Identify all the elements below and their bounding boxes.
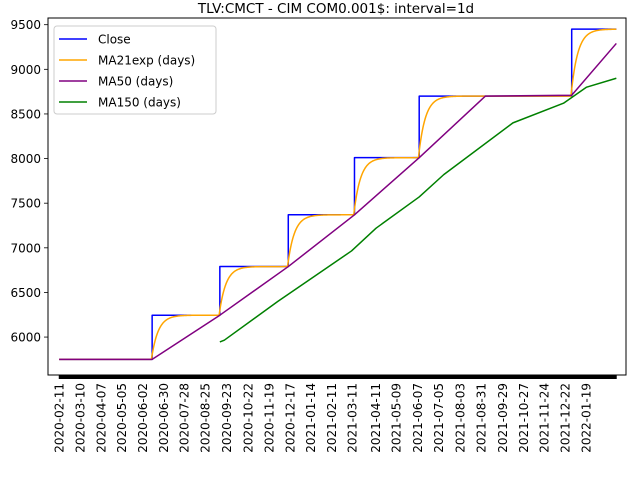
x-tick-label: 2021-08-31 (474, 383, 488, 453)
x-tick-label: 2022-01-19 (579, 383, 593, 453)
y-axis: 6000 6500 7000 7500 8000 8500 9000 9500 (10, 18, 48, 345)
y-tick-label: 9500 (10, 18, 41, 32)
x-tick-label: 2021-11-24 (538, 383, 552, 453)
x-tick-label: 2020-08-25 (198, 383, 212, 453)
x-tick-label: 2021-10-27 (517, 383, 531, 453)
y-tick-label: 8500 (10, 107, 41, 121)
x-tick-label: 2020-04-07 (94, 383, 108, 453)
x-tick-label: 2020-09-23 (220, 383, 234, 453)
x-tick-label: 2021-08-03 (454, 383, 468, 453)
legend-label: MA50 (days) (98, 75, 173, 89)
x-tick-label: 2021-06-07 (411, 383, 425, 453)
x-tick-label: 2020-02-11 (53, 383, 67, 453)
x-tick-label: 2021-02-11 (325, 383, 339, 453)
series-line-2 (59, 42, 617, 361)
x-tick-label: 2020-06-02 (136, 383, 150, 453)
x-tick-label: 2020-05-05 (115, 383, 129, 453)
x-tick-label: 2021-12-22 (559, 383, 573, 453)
y-tick-label: 7500 (10, 197, 41, 211)
legend-label: MA21exp (days) (98, 54, 195, 68)
chart-title: TLV:CMCT - CIM COM0.001$: interval=1d (197, 1, 474, 17)
x-tick-label: 2021-01-14 (304, 383, 318, 453)
y-tick-label: 6000 (10, 331, 41, 345)
x-axis: 2020-02-11 2020-03-10 2020-04-07 2020-05-05… (53, 375, 617, 453)
legend: Close MA21exp (days) MA50 (days) MA150 (day… (53, 25, 217, 115)
x-tick-label: 2020-10-22 (242, 383, 256, 453)
y-tick-label: 7000 (10, 241, 41, 255)
x-tick-marks (58, 375, 617, 379)
y-tick-label: 8000 (10, 152, 41, 166)
series-layer (59, 28, 617, 361)
x-tick-label: 2021-03-11 (346, 383, 360, 453)
legend-box (53, 25, 217, 115)
x-tick-label: 2021-07-05 (432, 383, 446, 453)
x-tick-label: 2020-12-17 (283, 383, 297, 453)
x-tick-label: 2020-11-19 (262, 383, 276, 453)
x-tick-label: 2020-06-30 (157, 383, 171, 453)
x-tick-label: 2020-07-28 (178, 383, 192, 453)
x-tick-label: 2020-03-10 (73, 383, 87, 453)
x-tick-label: 2021-09-29 (496, 383, 510, 453)
x-tick-label: 2021-05-09 (390, 383, 404, 453)
y-tick-label: 9000 (10, 63, 41, 77)
series-line-3 (219, 77, 617, 343)
y-tick-label: 6500 (10, 286, 41, 300)
legend-label: MA150 (days) (98, 96, 181, 110)
x-tick-label: 2021-04-11 (369, 383, 383, 453)
legend-label: Close (98, 33, 131, 47)
